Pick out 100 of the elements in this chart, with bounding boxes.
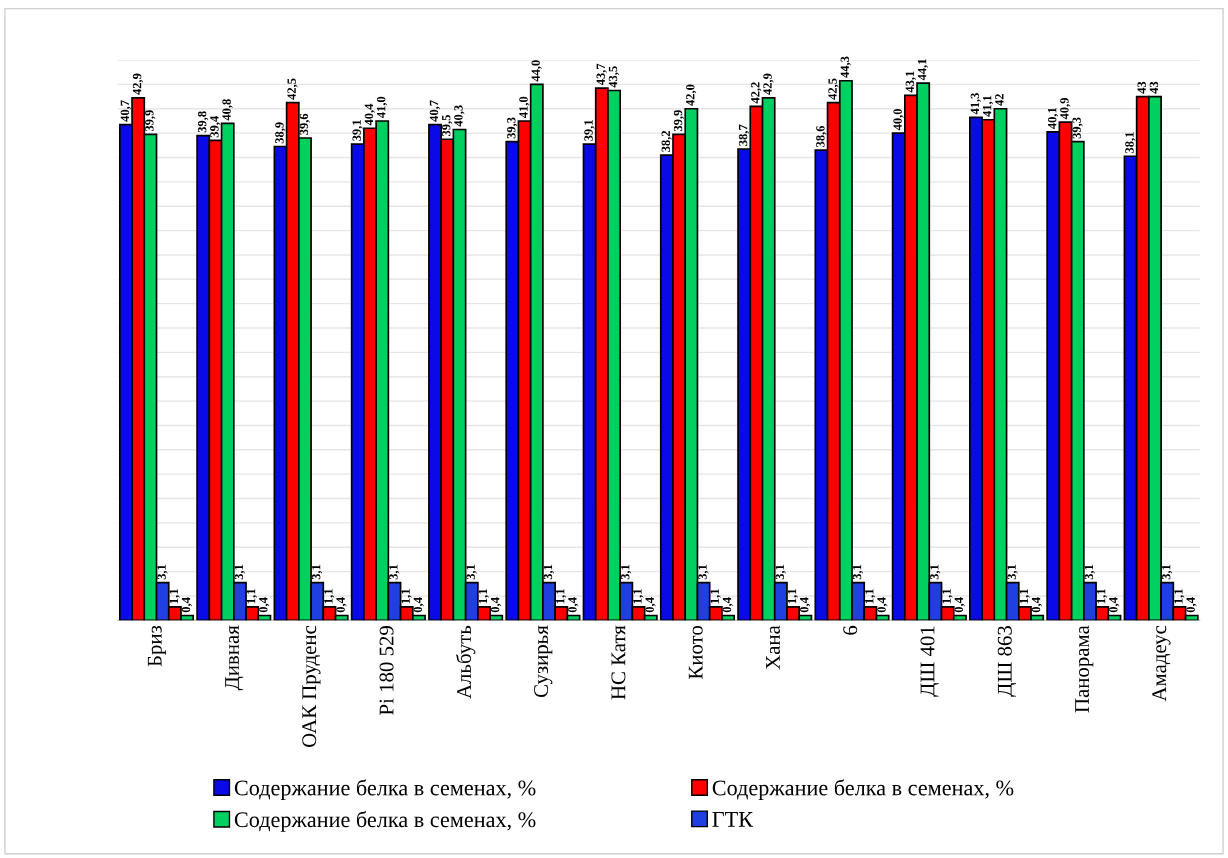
data-label: 42,5: [828, 78, 839, 100]
data-label: 0,4: [181, 597, 193, 613]
data-label: 1,1: [324, 589, 335, 604]
data-label: 1,1: [633, 589, 644, 604]
data-label: 0,4: [336, 597, 347, 613]
legend-label: Содержание белка в семенах, %: [712, 779, 1014, 800]
data-label: 41,0: [519, 96, 530, 119]
data-label: 1,1: [556, 589, 567, 604]
data-label: 3,1: [389, 564, 400, 580]
data-label: 40,3: [454, 105, 465, 127]
data-label: 3,1: [543, 564, 554, 580]
data-label: 40,1: [1047, 107, 1059, 129]
data-label: 44,0: [531, 60, 542, 82]
data-label: 1,1: [865, 589, 876, 604]
data-label: 43: [1149, 81, 1159, 94]
data-label: 39,9: [673, 110, 685, 132]
x-tick-label: Сузирья: [534, 625, 553, 698]
data-label: 38,6: [816, 125, 827, 147]
x-tick-label: Бриз: [147, 625, 166, 667]
data-label: 39,4: [210, 116, 221, 138]
data-label: 41,3: [970, 93, 981, 115]
data-label: 1,1: [246, 589, 258, 604]
data-label: 40,8: [222, 99, 233, 121]
data-label: 0,4: [490, 597, 502, 613]
data-label: 44,3: [840, 56, 851, 78]
x-tick-label: Киото: [688, 625, 703, 680]
data-label: 0,4: [1109, 597, 1120, 613]
data-label: 1,1: [1019, 589, 1030, 604]
data-label: 0,4: [954, 597, 965, 613]
x-tick-label: ДШ 401: [920, 626, 939, 697]
legend-label: Содержание белка в семенах, %: [234, 779, 536, 800]
data-label: 3,1: [930, 564, 941, 580]
data-label: 3,1: [775, 564, 786, 580]
data-label: 40,9: [1060, 97, 1071, 120]
data-label: 43,5: [608, 66, 620, 88]
data-label: 44,1: [917, 59, 929, 81]
data-label: 0,4: [645, 597, 656, 613]
x-tick-label: Pi 180 529: [379, 626, 394, 715]
data-label: 1,1: [787, 589, 799, 604]
data-label: 3,1: [621, 564, 632, 580]
data-label: 3,1: [1084, 564, 1095, 580]
x-tick-label: Дивная: [225, 625, 244, 691]
data-label: 1,1: [401, 589, 412, 604]
data-label: 0,4: [259, 597, 270, 613]
data-label: 40,0: [893, 108, 904, 131]
data-label: 1,1: [478, 589, 489, 604]
data-label: 1,1: [169, 589, 180, 604]
data-label: 43,7: [596, 63, 607, 86]
data-label: 38,7: [738, 124, 750, 146]
data-label: 40,4: [364, 103, 375, 126]
legend-label: Содержание белка в семенах, %: [234, 811, 536, 832]
x-tick-label: НС Катя: [611, 625, 626, 700]
data-label: 38,2: [661, 130, 672, 152]
data-label: 0,4: [568, 597, 579, 613]
data-label: 43: [1137, 81, 1146, 94]
data-label: 39,6: [299, 113, 310, 135]
x-tick-label: ДШ 863: [997, 626, 1017, 697]
data-label: 42,0: [686, 84, 697, 106]
data-label: 3,1: [311, 564, 323, 580]
data-label: 0,4: [1031, 597, 1043, 613]
data-label: 39,1: [584, 120, 595, 141]
data-label: 38,1: [1125, 132, 1136, 154]
data-label: 42: [995, 94, 1004, 106]
data-label: 3,1: [466, 564, 477, 580]
data-label: 0,4: [800, 597, 811, 613]
data-label: 42,2: [751, 82, 762, 104]
data-label: 0,4: [413, 597, 424, 613]
data-label: 41,0: [376, 96, 388, 119]
data-label: 0,4: [877, 597, 888, 613]
data-label: 42,9: [763, 73, 774, 95]
x-tick-label: Хана: [766, 625, 780, 670]
data-label: 39,9: [145, 110, 156, 132]
data-label: 39,3: [1072, 117, 1083, 139]
data-label: 0,4: [722, 597, 733, 613]
data-label: 3,1: [1007, 564, 1018, 580]
x-tick-label: ОАК Пруденс: [302, 625, 321, 748]
data-label: 40,7: [429, 100, 440, 122]
x-tick-label: Панорама: [1075, 625, 1094, 713]
data-label: 0,4: [1186, 597, 1197, 613]
data-label: 1,1: [1096, 589, 1108, 604]
data-label: 38,9: [275, 122, 286, 144]
data-label: 3,1: [1161, 564, 1173, 580]
data-label: 39,5: [442, 115, 453, 136]
data-label: 43,1: [905, 71, 916, 93]
x-tick-label: 6: [843, 625, 858, 635]
data-label: 1,1: [1174, 589, 1185, 604]
data-label: 42,9: [132, 73, 144, 95]
data-label: 41,1: [982, 95, 994, 117]
x-tick-label: Альбуть: [455, 625, 476, 699]
data-label: 40,7: [120, 100, 131, 122]
data-label: 39,3: [507, 117, 518, 139]
x-tick-label: Амадеус: [1152, 625, 1171, 702]
data-label: 3,1: [234, 564, 245, 580]
data-label: 39,1: [352, 120, 363, 141]
data-label: 42,5: [287, 78, 298, 100]
data-label: 1,1: [942, 589, 953, 604]
data-label: 3,1: [698, 564, 709, 580]
data-label: 39,8: [197, 111, 209, 133]
legend-label: ГТК: [712, 812, 754, 827]
data-label: 3,1: [157, 564, 168, 580]
